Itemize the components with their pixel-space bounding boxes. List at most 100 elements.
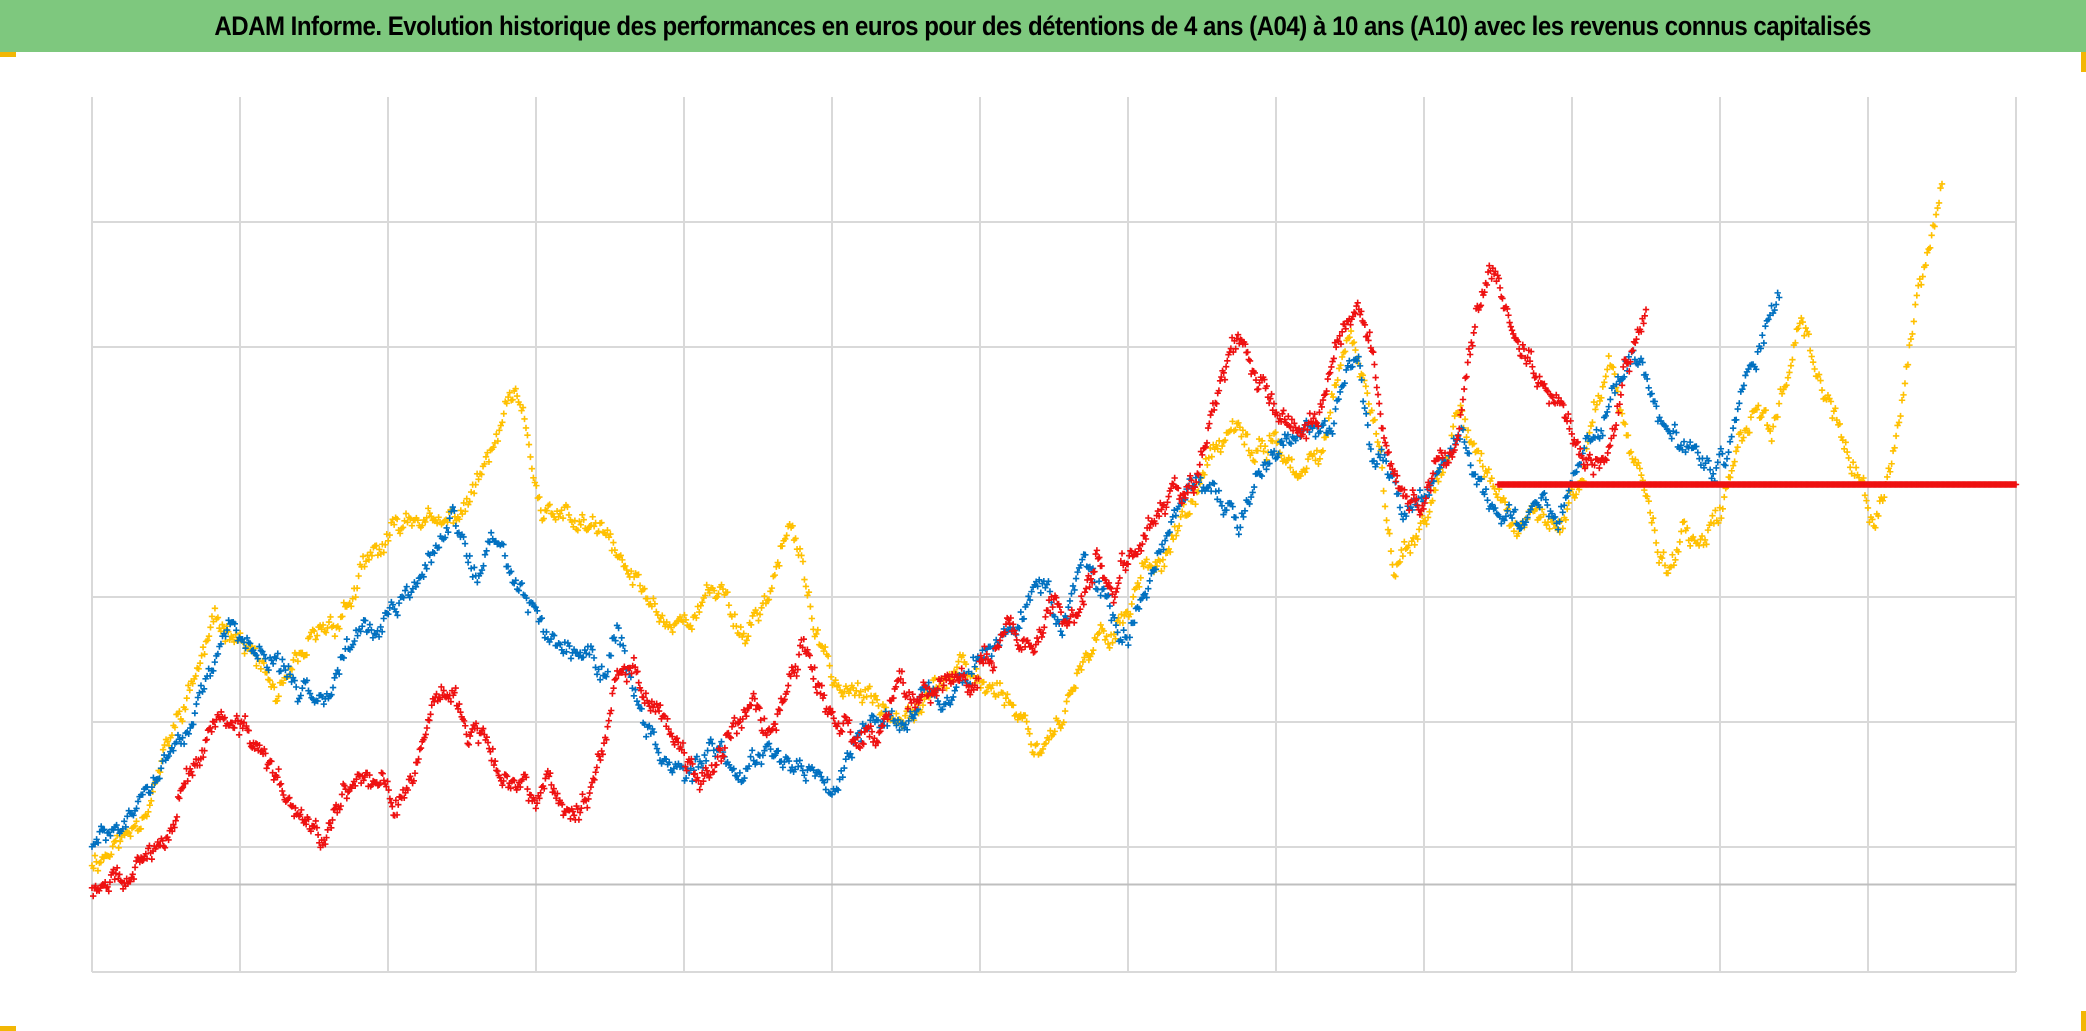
- yellow-point: [1872, 524, 1879, 531]
- blue-point: [707, 736, 714, 743]
- yellow-point: [1021, 712, 1029, 719]
- yellow-point: [792, 535, 799, 542]
- blue-point: [736, 769, 744, 777]
- blue-point: [94, 839, 102, 846]
- blue-point: [1229, 503, 1236, 510]
- yellow-point: [1605, 352, 1612, 360]
- blue-point: [709, 740, 716, 747]
- blue-point: [767, 745, 774, 753]
- yellow-point: [1587, 422, 1595, 430]
- yellow-point: [607, 530, 614, 538]
- yellow-point: [762, 600, 770, 607]
- blue-point: [693, 753, 701, 760]
- yellow-point: [192, 672, 199, 680]
- blue-point: [1051, 613, 1058, 620]
- yellow-point: [1510, 527, 1518, 535]
- red-point: [1368, 347, 1376, 355]
- yellow-point: [697, 602, 704, 609]
- yellow-point: [1658, 554, 1666, 562]
- blue-point: [1066, 597, 1074, 605]
- yellow-point: [955, 658, 962, 665]
- yellow-point: [310, 627, 318, 635]
- red-point: [1171, 474, 1178, 482]
- blue-point: [974, 653, 982, 660]
- yellow-point: [873, 696, 881, 704]
- blue-point: [1402, 512, 1410, 520]
- blue-point: [630, 692, 638, 700]
- red-point: [1322, 391, 1329, 398]
- red-point: [1118, 550, 1126, 557]
- blue-point: [185, 730, 192, 738]
- blue-point: [646, 722, 653, 729]
- yellow-point: [758, 604, 765, 611]
- yellow-point: [390, 521, 398, 528]
- yellow-point: [1239, 427, 1247, 434]
- yellow-point: [1901, 380, 1909, 387]
- yellow-point: [241, 650, 248, 657]
- blue-point: [1593, 426, 1600, 433]
- red-point: [1110, 599, 1117, 606]
- yellow-point: [1316, 455, 1324, 463]
- yellow-point: [1236, 424, 1244, 431]
- red-point: [1038, 633, 1046, 641]
- yellow-point: [866, 683, 873, 690]
- yellow-point: [1359, 372, 1367, 379]
- yellow-point: [1207, 444, 1214, 452]
- blue-point: [1518, 524, 1525, 532]
- blue-point: [1237, 524, 1244, 531]
- blue-point: [761, 747, 768, 754]
- yellow-point: [497, 422, 505, 429]
- yellow-point: [1604, 366, 1611, 373]
- yellow-point: [863, 693, 870, 700]
- yellow-point: [1215, 437, 1223, 445]
- yellow-point: [1335, 365, 1343, 372]
- yellow-point: [90, 865, 97, 872]
- yellow-point: [802, 583, 810, 590]
- blue-point: [1273, 454, 1281, 461]
- yellow-point: [1703, 541, 1710, 548]
- yellow-point: [559, 514, 567, 522]
- yellow-point: [1251, 458, 1258, 466]
- yellow-point: [1844, 448, 1851, 456]
- yellow-point: [1602, 373, 1609, 380]
- yellow-point: [636, 582, 644, 589]
- blue-point: [1558, 503, 1565, 510]
- yellow-point: [1221, 437, 1229, 444]
- red-point: [1373, 384, 1381, 391]
- yellow-point: [1618, 410, 1626, 417]
- red-point: [1049, 603, 1056, 611]
- yellow-point: [893, 710, 900, 717]
- blue-point: [1280, 441, 1287, 449]
- yellow-point: [1918, 281, 1925, 288]
- red-point: [338, 791, 346, 798]
- blue-point: [286, 671, 294, 678]
- yellow-point: [540, 515, 547, 522]
- red-point: [1463, 373, 1470, 380]
- chart-title: ADAM Informe. Evolution historique des p…: [214, 10, 1872, 41]
- yellow-point: [189, 680, 196, 687]
- yellow-point: [796, 545, 804, 553]
- blue-point: [1358, 376, 1365, 384]
- yellow-point: [456, 516, 463, 523]
- blue-point: [291, 677, 298, 684]
- blue-point: [1275, 450, 1282, 457]
- yellow-point: [1383, 517, 1390, 524]
- red-point: [731, 714, 738, 722]
- yellow-point: [1084, 651, 1091, 659]
- blue-point: [375, 633, 383, 640]
- yellow-point: [1823, 396, 1830, 403]
- blue-point: [334, 666, 341, 674]
- series-red-flat: [1494, 481, 2020, 488]
- yellow-point: [1161, 563, 1168, 570]
- blue-point: [243, 634, 251, 642]
- blue-point: [1504, 507, 1511, 515]
- blue-point: [357, 628, 364, 635]
- blue-point: [449, 503, 456, 511]
- blue-point: [471, 564, 478, 571]
- blue-point: [590, 654, 598, 662]
- yellow-point: [681, 611, 688, 619]
- yellow-point: [121, 832, 128, 839]
- yellow-point: [1244, 431, 1251, 438]
- yellow-point: [219, 621, 226, 628]
- blue-point: [269, 660, 277, 667]
